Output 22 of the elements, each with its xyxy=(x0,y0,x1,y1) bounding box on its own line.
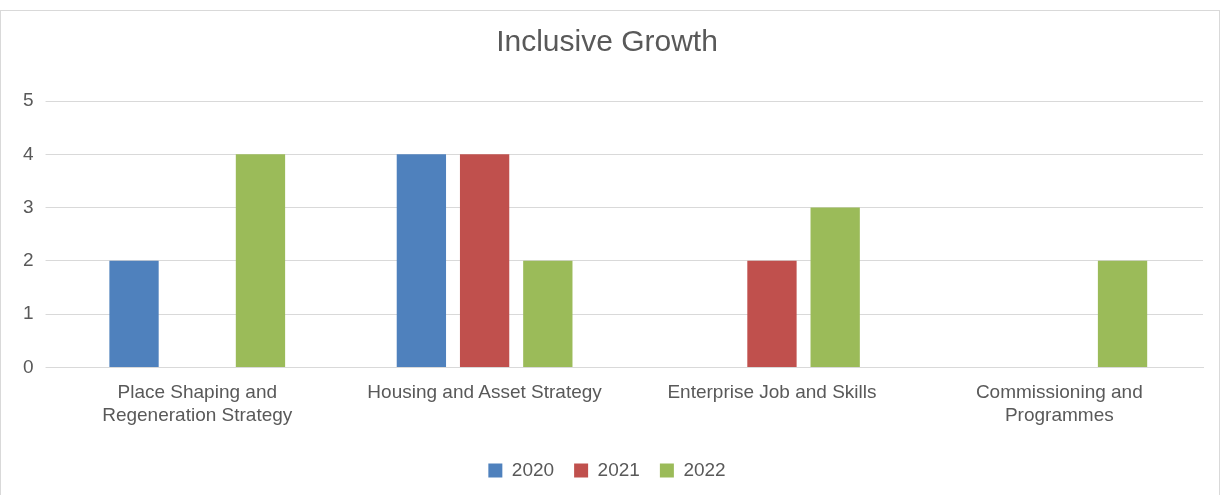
y-tick-label: 5 xyxy=(22,89,34,111)
y-tick-label: 0 xyxy=(22,355,34,377)
bar xyxy=(459,154,510,367)
bar xyxy=(1097,260,1148,367)
bar xyxy=(235,154,286,367)
y-tick-label: 4 xyxy=(22,142,34,164)
x-tick-label: Commissioning and Programmes xyxy=(975,381,1143,425)
y-tick-label: 3 xyxy=(22,195,34,217)
bar xyxy=(109,260,159,367)
y-tick-label: 1 xyxy=(22,302,34,324)
legend-label: 2022 xyxy=(683,458,726,480)
bar xyxy=(747,260,797,367)
bar xyxy=(396,154,447,367)
y-tick-label: 2 xyxy=(22,249,34,271)
legend-label: 2021 xyxy=(597,458,640,480)
chart-title: Inclusive Growth xyxy=(496,24,718,58)
legend-label: 2020 xyxy=(511,458,555,480)
bar xyxy=(810,207,860,367)
x-tick-label: Place Shaping and Regeneration Strategy xyxy=(102,381,293,425)
x-tick-label: Enterprise Job and Skills xyxy=(667,381,877,403)
bar xyxy=(523,260,573,367)
x-tick-label: Housing and Asset Strategy xyxy=(367,381,603,403)
